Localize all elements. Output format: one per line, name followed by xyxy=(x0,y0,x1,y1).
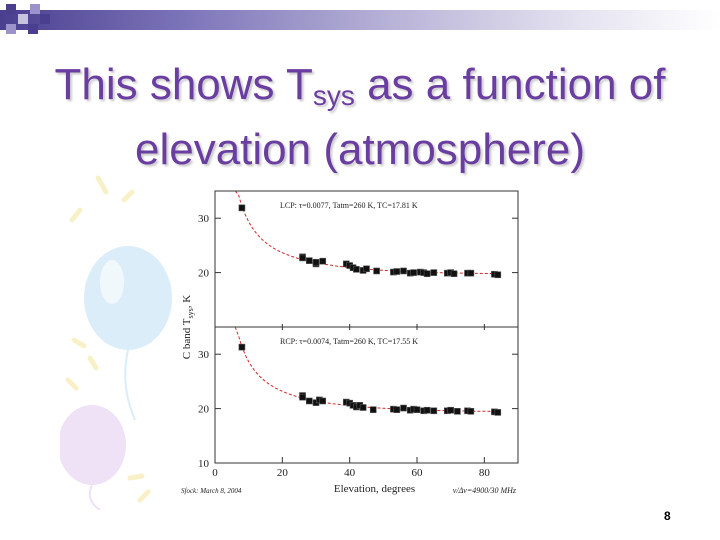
panel-annotation: LCP: τ=0.0077, Tatm=260 K, TC=17.81 K xyxy=(280,201,418,210)
x-tick-label: 80 xyxy=(479,467,491,479)
data-point xyxy=(319,257,327,265)
data-point xyxy=(238,204,246,212)
x-tick-label: 40 xyxy=(344,467,356,479)
panel-annotation: RCP: τ=0.0074, Tatm=260 K, TC=17.55 K xyxy=(280,337,418,346)
data-point xyxy=(400,267,407,275)
data-point xyxy=(454,408,461,415)
title-subscript: sys xyxy=(312,80,355,111)
data-point xyxy=(393,406,401,413)
data-point xyxy=(373,267,380,275)
data-point xyxy=(467,269,475,277)
data-point xyxy=(238,343,246,351)
slide-title: This shows Tsys as a function of elevati… xyxy=(30,58,690,177)
data-point xyxy=(393,268,401,275)
data-point xyxy=(369,406,377,413)
data-point xyxy=(423,270,431,277)
data-point xyxy=(353,266,360,273)
data-point xyxy=(312,258,320,266)
data-point xyxy=(299,254,306,262)
data-point xyxy=(423,406,431,414)
x-tick-label: 20 xyxy=(277,467,289,479)
data-point xyxy=(299,393,306,401)
data-point xyxy=(359,404,367,411)
y-tick-label: 30 xyxy=(198,213,210,225)
footer-left-note: Sfock: March 8, 2004 xyxy=(181,487,242,495)
data-point xyxy=(450,270,458,277)
y-tick-label: 10 xyxy=(198,458,210,470)
data-point xyxy=(305,397,313,405)
purple-squares-icon xyxy=(0,0,60,40)
data-point xyxy=(319,397,327,405)
data-point xyxy=(413,406,421,413)
title-part-2: as a function of elevation (atmosphere) xyxy=(134,60,666,174)
fit-curve xyxy=(234,326,498,412)
balloons-icon xyxy=(60,175,172,510)
data-point xyxy=(447,406,454,414)
x-axis-label: Elevation, degrees xyxy=(334,483,415,495)
footer-right-note: ν/Δν=4900/30 MHz xyxy=(453,486,517,495)
page-number: 8 xyxy=(664,509,671,523)
data-point xyxy=(430,407,438,415)
tsys-elevation-chart: 20 30 LCP: τ=0.0077, Tatm=260 K, TC=17.81 … xyxy=(178,183,522,498)
y-tick-label: 20 xyxy=(198,268,210,280)
data-point xyxy=(363,265,370,273)
y-tick-label: 30 xyxy=(198,349,210,361)
data-point xyxy=(305,257,313,264)
chart-background xyxy=(178,183,522,498)
header-gradient-bar xyxy=(0,10,720,30)
data-point xyxy=(494,409,502,416)
y-tick-label: 20 xyxy=(198,404,210,416)
data-point xyxy=(467,408,475,415)
x-tick-label: 60 xyxy=(412,467,424,479)
title-part-1: This shows T xyxy=(54,60,313,109)
data-point xyxy=(410,269,417,276)
y-axis-label: C band Tsys, K xyxy=(181,295,195,359)
data-point xyxy=(494,271,502,279)
data-point xyxy=(400,404,407,412)
data-point xyxy=(430,269,438,276)
x-tick-label: 0 xyxy=(212,467,218,479)
